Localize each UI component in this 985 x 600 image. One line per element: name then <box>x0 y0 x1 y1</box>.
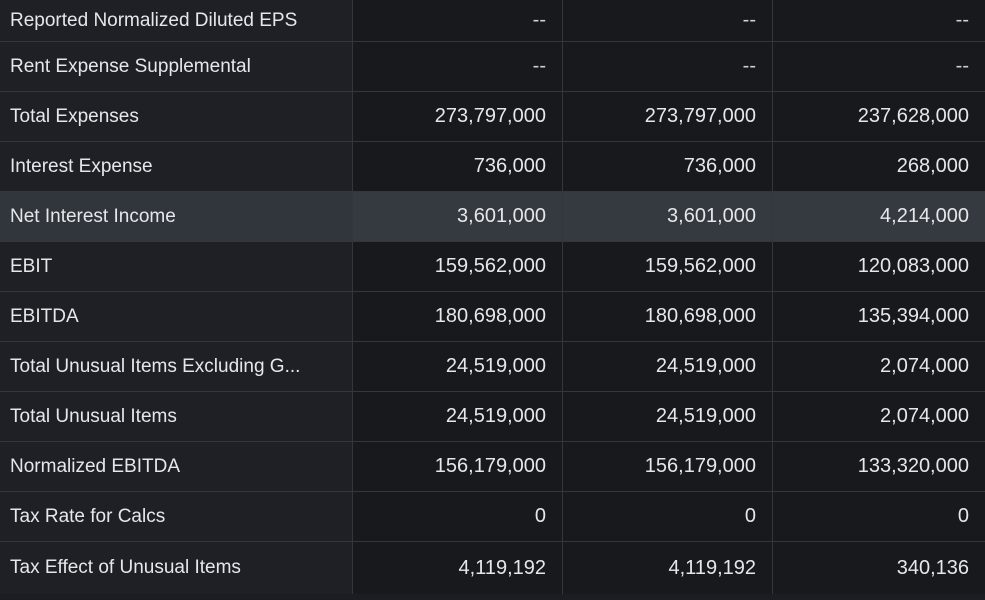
table-row[interactable]: Tax Rate for Calcs 0 0 0 <box>0 492 985 542</box>
value-cell: 3,601,000 <box>353 192 563 241</box>
table-row[interactable]: EBIT 159,562,000 159,562,000 120,083,000 <box>0 242 985 292</box>
row-label: Tax Rate for Calcs <box>0 492 353 541</box>
value-cell: 4,214,000 <box>773 192 985 241</box>
value-cell: -- <box>773 0 985 41</box>
value-cell: 135,394,000 <box>773 292 985 341</box>
value-cell: 24,519,000 <box>563 392 773 441</box>
row-label: Interest Expense <box>0 142 353 191</box>
value-cell: -- <box>563 42 773 91</box>
table-row[interactable]: EBITDA 180,698,000 180,698,000 135,394,0… <box>0 292 985 342</box>
row-label: Total Expenses <box>0 92 353 141</box>
value-cell: 4,119,192 <box>563 542 773 594</box>
value-cell: 736,000 <box>353 142 563 191</box>
value-cell: 180,698,000 <box>563 292 773 341</box>
row-label: EBITDA <box>0 292 353 341</box>
table-row[interactable]: Interest Expense 736,000 736,000 268,000 <box>0 142 985 192</box>
value-cell: -- <box>773 42 985 91</box>
row-label: Normalized EBITDA <box>0 442 353 491</box>
table-row[interactable]: Total Unusual Items Excluding G... 24,51… <box>0 342 985 392</box>
value-cell: 340,136 <box>773 542 985 594</box>
value-cell: 24,519,000 <box>563 342 773 391</box>
row-label: Net Interest Income <box>0 192 353 241</box>
value-cell: 2,074,000 <box>773 392 985 441</box>
value-cell: 2,074,000 <box>773 342 985 391</box>
value-cell: 156,179,000 <box>353 442 563 491</box>
value-cell: -- <box>563 0 773 41</box>
table-row[interactable]: Reported Normalized Diluted EPS -- -- -- <box>0 0 985 42</box>
value-cell: 120,083,000 <box>773 242 985 291</box>
value-cell: 273,797,000 <box>353 92 563 141</box>
row-label: Rent Expense Supplemental <box>0 42 353 91</box>
value-cell: 736,000 <box>563 142 773 191</box>
value-cell: 159,562,000 <box>563 242 773 291</box>
value-cell: 268,000 <box>773 142 985 191</box>
row-label: Total Unusual Items Excluding G... <box>0 342 353 391</box>
value-cell: -- <box>353 0 563 41</box>
table-row[interactable]: Total Unusual Items 24,519,000 24,519,00… <box>0 392 985 442</box>
value-cell: 24,519,000 <box>353 342 563 391</box>
value-cell: -- <box>353 42 563 91</box>
table-row[interactable]: Tax Effect of Unusual Items 4,119,192 4,… <box>0 542 985 594</box>
value-cell: 3,601,000 <box>563 192 773 241</box>
value-cell: 0 <box>773 492 985 541</box>
value-cell: 133,320,000 <box>773 442 985 491</box>
value-cell: 273,797,000 <box>563 92 773 141</box>
value-cell: 0 <box>563 492 773 541</box>
table-row[interactable]: Total Expenses 273,797,000 273,797,000 2… <box>0 92 985 142</box>
row-label: Tax Effect of Unusual Items <box>0 542 353 594</box>
value-cell: 24,519,000 <box>353 392 563 441</box>
table-row[interactable]: Normalized EBITDA 156,179,000 156,179,00… <box>0 442 985 492</box>
row-label: Total Unusual Items <box>0 392 353 441</box>
value-cell: 159,562,000 <box>353 242 563 291</box>
value-cell: 4,119,192 <box>353 542 563 594</box>
table-row-highlighted[interactable]: Net Interest Income 3,601,000 3,601,000 … <box>0 192 985 242</box>
value-cell: 156,179,000 <box>563 442 773 491</box>
value-cell: 0 <box>353 492 563 541</box>
value-cell: 237,628,000 <box>773 92 985 141</box>
table-row[interactable]: Rent Expense Supplemental -- -- -- <box>0 42 985 92</box>
row-label: Reported Normalized Diluted EPS <box>0 0 353 41</box>
value-cell: 180,698,000 <box>353 292 563 341</box>
row-label: EBIT <box>0 242 353 291</box>
